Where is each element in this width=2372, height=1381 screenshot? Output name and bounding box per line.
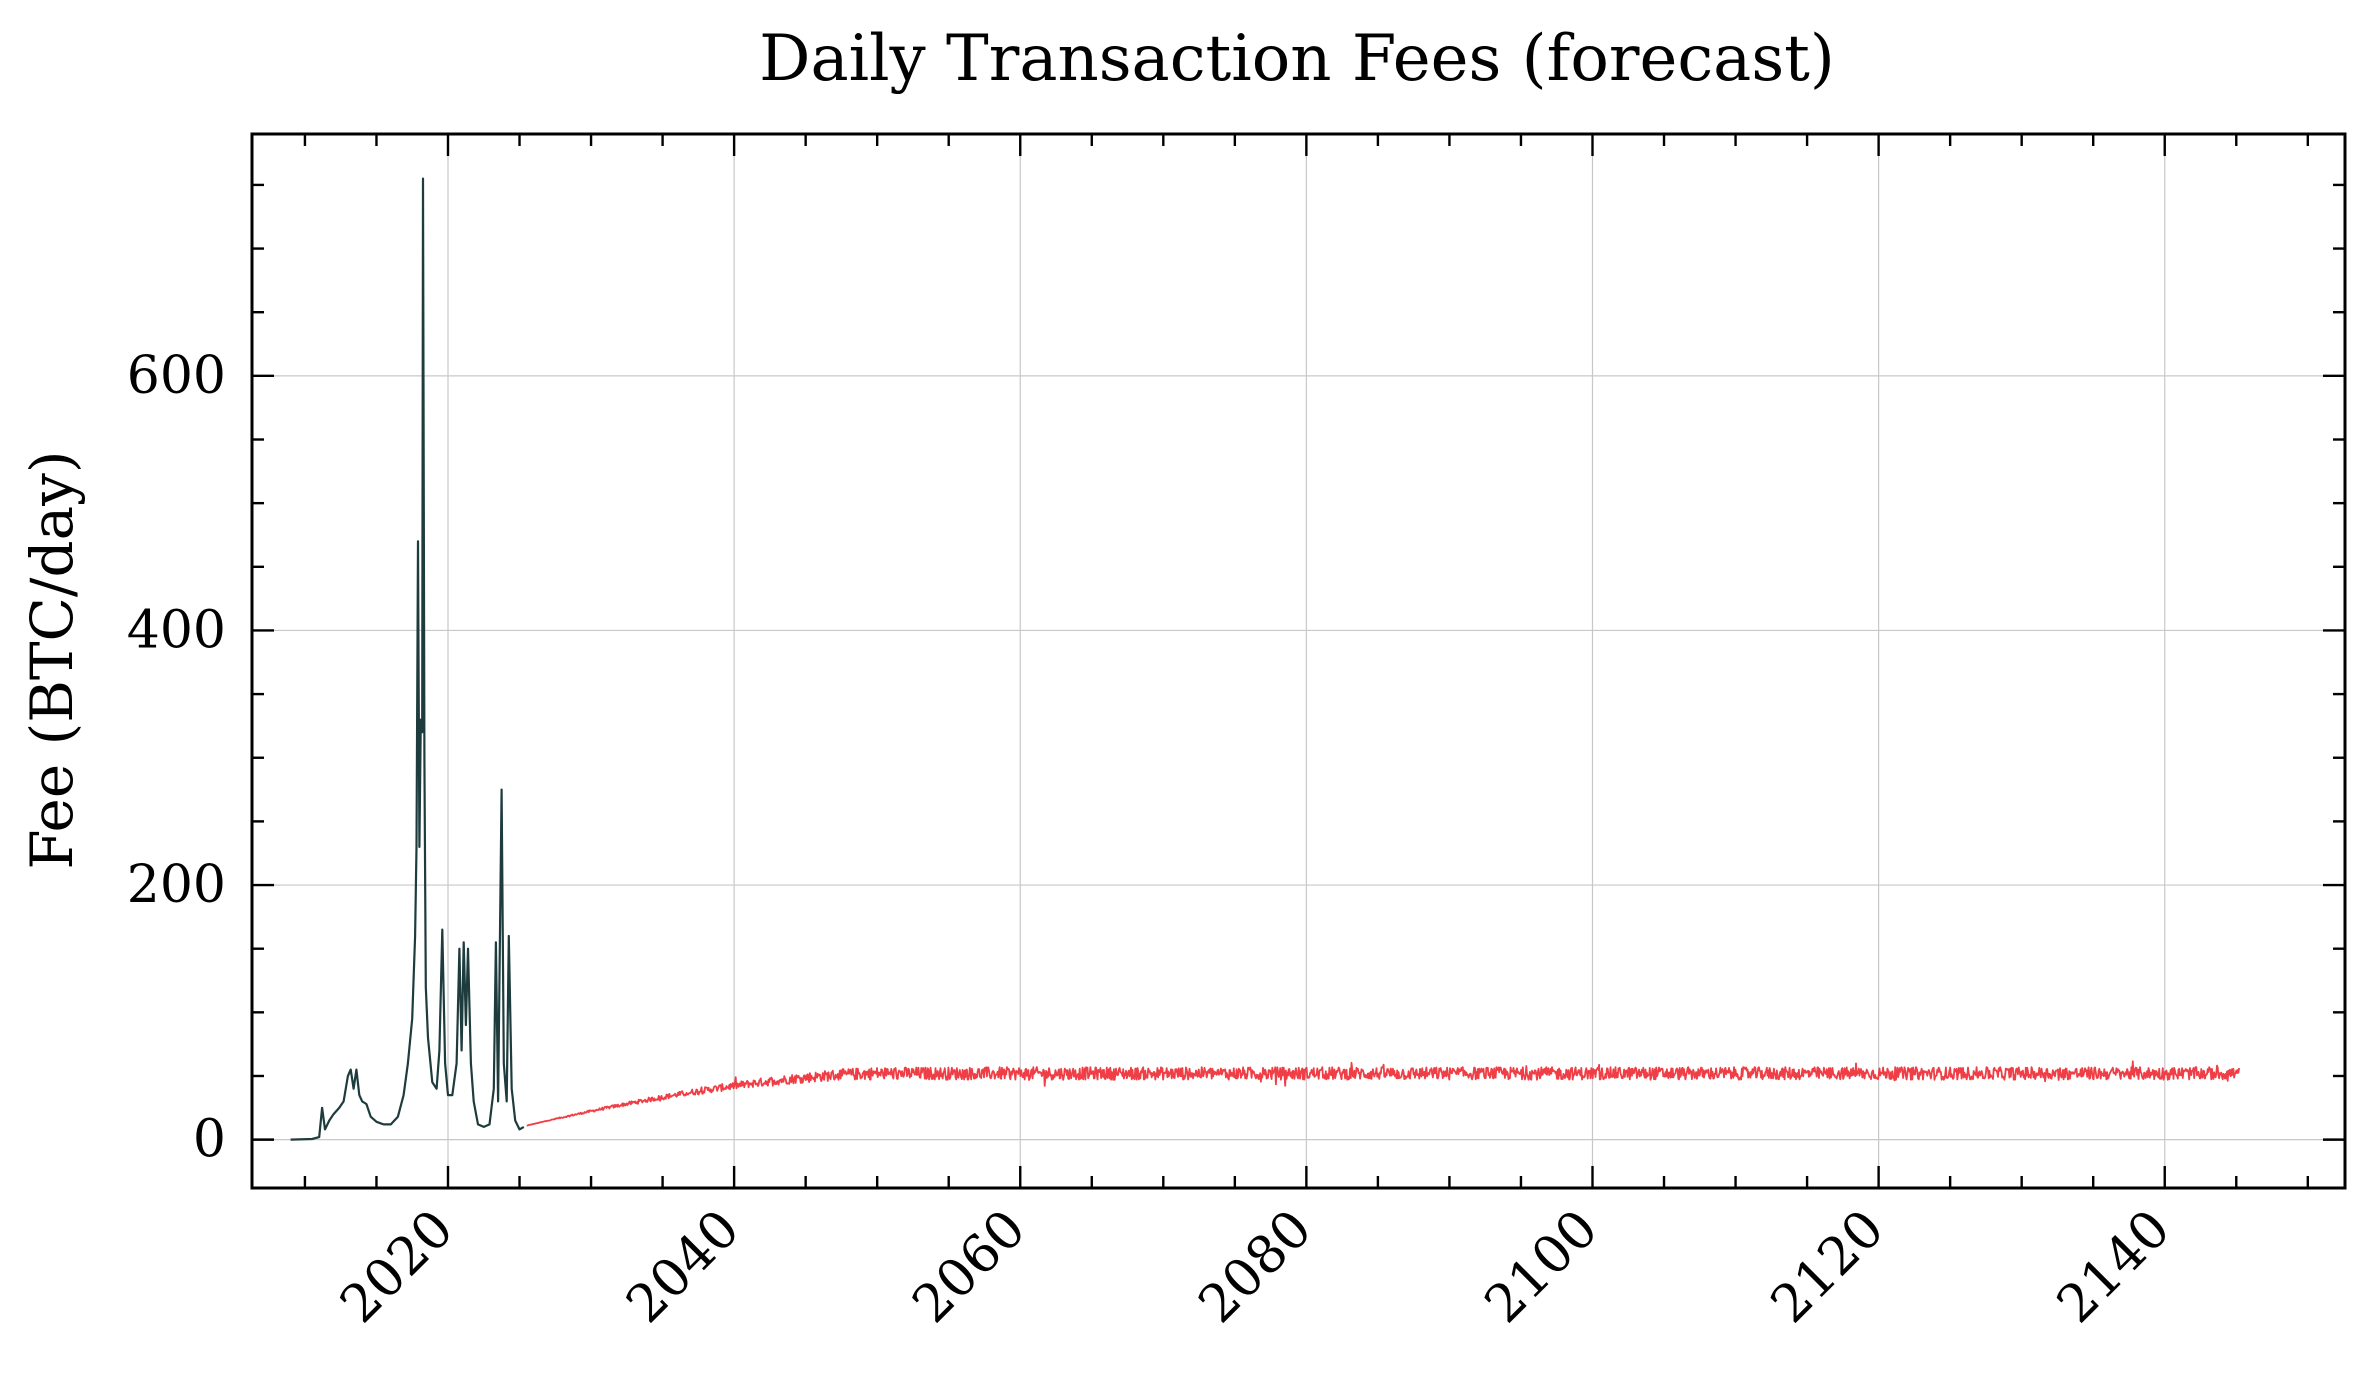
y-tick-label: 0 [193,1110,226,1170]
y-axis-label: Fee (BTC/day) [18,450,86,869]
axis-ticks [252,134,2345,1188]
grid-lines [252,134,2345,1188]
forecast-fee-line [526,1060,2240,1127]
historical-fee-line [290,177,525,1141]
y-tick-label: 600 [127,346,226,406]
chart-title: Daily Transaction Fees (forecast) [759,22,1835,96]
series-layer [290,177,2240,1141]
y-tick-label: 400 [127,600,226,660]
plot-frame [250,132,2347,1190]
y-tick-label: 200 [127,855,226,915]
